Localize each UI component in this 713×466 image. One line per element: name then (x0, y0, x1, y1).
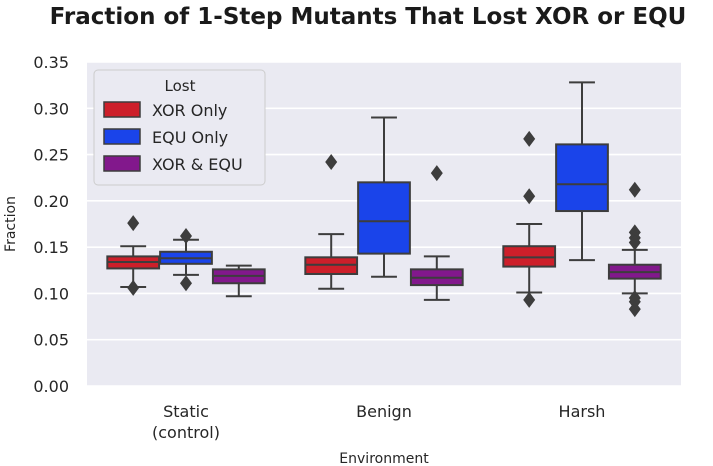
iqr-box (357, 181, 411, 255)
y-tick-label: 0.10 (33, 284, 69, 303)
box-1-0 (304, 153, 359, 290)
legend-label: XOR & EQU (152, 155, 243, 174)
x-tick-label: Benign (356, 402, 412, 421)
y-tick-label: 0.00 (33, 377, 69, 396)
y-tick-label: 0.05 (33, 331, 69, 350)
legend-swatch (103, 101, 141, 118)
chart-title: Fraction of 1-Step Mutants That Lost XOR… (50, 4, 687, 30)
y-axis-ticks: 0.00 0.05 0.10 0.15 0.20 0.25 0.30 0.35 (33, 53, 69, 396)
x-tick-label: (control) (152, 423, 220, 442)
legend-swatch (103, 128, 141, 145)
y-tick-label: 0.35 (33, 53, 69, 72)
iqr-box (555, 143, 609, 213)
x-axis-ticks: Static (control) Benign Harsh (152, 402, 605, 442)
box-2-1 (555, 81, 609, 262)
outlier-point (628, 181, 641, 198)
box-1-2 (409, 165, 464, 301)
legend-title: Lost (165, 77, 196, 95)
x-axis-label: Environment (339, 451, 429, 466)
box-2-0 (502, 130, 557, 308)
y-tick-label: 0.15 (33, 238, 69, 257)
legend-label: XOR Only (152, 101, 227, 120)
outlier-point (523, 188, 536, 205)
box-0-1 (159, 228, 213, 292)
y-tick-label: 0.25 (33, 146, 69, 165)
box-1-1 (357, 116, 411, 278)
outlier-point (628, 301, 641, 318)
outlier-point (127, 279, 140, 296)
box-2-2 (607, 181, 662, 318)
y-tick-label: 0.20 (33, 192, 69, 211)
x-tick-label: Static (163, 402, 209, 421)
y-axis-label: Fraction (3, 196, 19, 252)
box-series (106, 81, 662, 318)
outlier-point (180, 275, 192, 292)
outlier-point (180, 228, 192, 245)
box-0-2 (211, 264, 266, 298)
outlier-point (127, 215, 140, 232)
legend: Lost XOR Only EQU Only XOR & EQU (93, 69, 266, 186)
x-tick-label: Harsh (559, 402, 606, 421)
outlier-point (523, 130, 536, 147)
legend-label: EQU Only (152, 128, 228, 147)
box-0-0 (106, 215, 161, 296)
y-tick-label: 0.30 (33, 99, 69, 118)
outlier-point (325, 153, 338, 170)
outlier-point (628, 234, 641, 251)
outlier-point (430, 165, 443, 182)
legend-swatch (103, 155, 141, 172)
outlier-point (523, 291, 536, 308)
